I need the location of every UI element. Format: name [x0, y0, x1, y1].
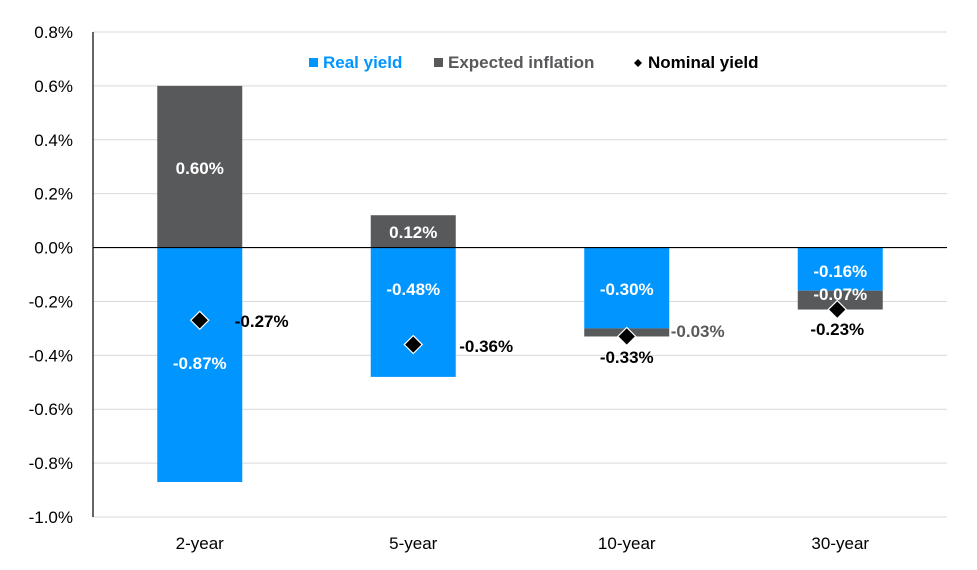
real-yield-label: -0.30%: [600, 280, 654, 299]
y-tick-label: -0.8%: [29, 454, 73, 473]
x-category-label: 5-year: [389, 534, 438, 553]
x-category-label: 30-year: [811, 534, 869, 553]
y-tick-label: -0.6%: [29, 400, 73, 419]
bars: [157, 85, 883, 482]
nominal-yield-marker: [616, 326, 637, 347]
nominal-yield-label: -0.36%: [459, 337, 513, 356]
y-tick-label: -0.4%: [29, 346, 73, 365]
expected-inflation-label: -0.07%: [813, 285, 867, 304]
legend-label-nominal-yield: Nominal yield: [648, 53, 759, 72]
y-tick-label: 0.0%: [34, 239, 73, 258]
legend-label-real-yield: Real yield: [323, 53, 402, 72]
expected-inflation-label: 0.60%: [176, 159, 224, 178]
legend-swatch-expected-inflation: [434, 58, 443, 67]
axes: 0.8% 0.6% 0.4% 0.2% 0.0% -0.2% -0.4% -0.6% -0.8%…: [29, 23, 947, 553]
real-yield-label: -0.87%: [173, 354, 227, 373]
nominal-yield-marker: [189, 310, 210, 331]
real-yield-bar: [370, 247, 456, 377]
y-tick-label: -0.2%: [29, 292, 73, 311]
expected-inflation-bar: [797, 290, 883, 310]
y-tick-label: 0.6%: [34, 77, 73, 96]
expected-inflation-bar: [157, 85, 243, 248]
real-yield-label: -0.16%: [813, 262, 867, 281]
real-yield-bar: [584, 247, 670, 329]
expected-inflation-bar: [370, 215, 456, 248]
legend-marker-nominal-yield: [634, 59, 642, 67]
nominal-yield-label: -0.23%: [810, 320, 864, 339]
nominal-yield-label: -0.27%: [235, 312, 289, 331]
real-yield-bar: [157, 247, 243, 482]
x-category-label: 10-year: [598, 534, 656, 553]
legend-label-expected-inflation: Expected inflation: [448, 53, 594, 72]
x-category-label: 2-year: [176, 534, 225, 553]
data-labels: -0.87% -0.48% -0.30% -0.16% 0.60% 0.12% -0.03%…: [173, 159, 867, 373]
real-yield-bar: [797, 247, 883, 291]
expected-inflation-label: 0.12%: [389, 223, 437, 242]
nominal-markers: [189, 299, 848, 355]
y-tick-label: 0.8%: [34, 23, 73, 42]
expected-inflation-label: -0.03%: [671, 322, 725, 341]
y-tick-label: 0.4%: [34, 131, 73, 150]
real-yield-label: -0.48%: [386, 280, 440, 299]
nominal-yield-marker: [403, 334, 424, 355]
nominal-yield-marker: [827, 299, 848, 320]
nominal-yield-label: -0.33%: [600, 348, 654, 367]
legend-swatch-real-yield: [309, 58, 318, 67]
y-tick-label: 0.2%: [34, 185, 73, 204]
legend: Real yield Expected inflation Nominal yiel…: [309, 53, 759, 72]
y-tick-label: -1.0%: [29, 508, 73, 527]
